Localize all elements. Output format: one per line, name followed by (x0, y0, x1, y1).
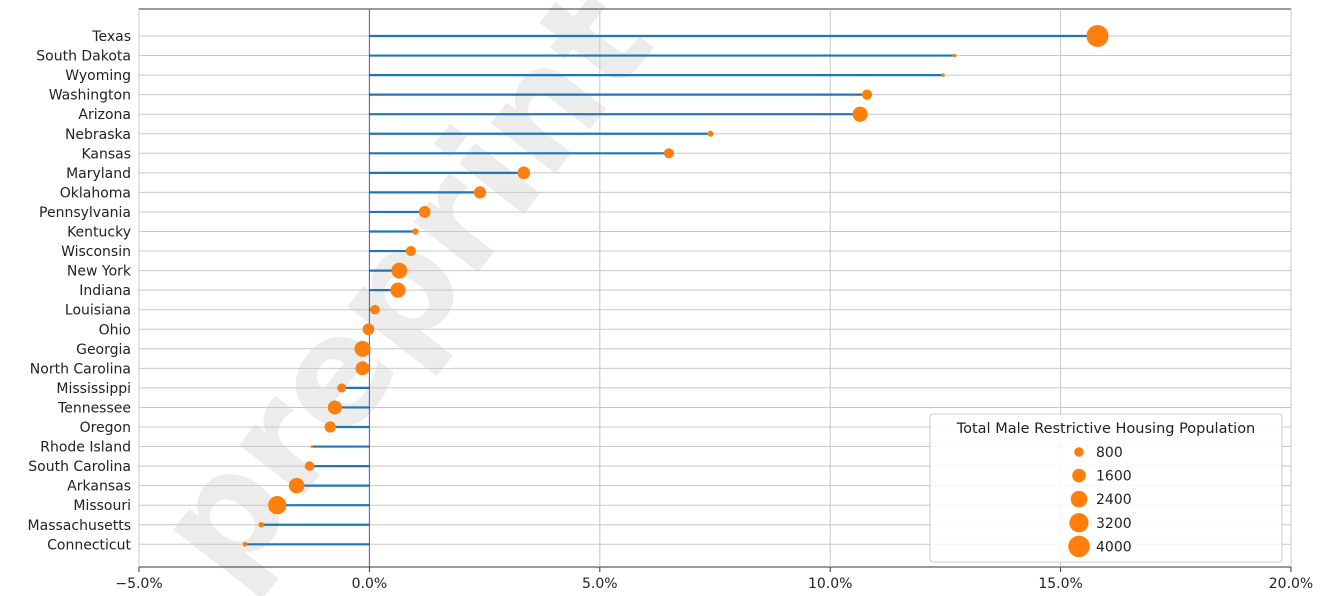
marker (258, 522, 264, 528)
marker (354, 340, 371, 357)
category-label: Wyoming (65, 68, 131, 84)
category-label: South Carolina (28, 459, 131, 475)
category-label: Mississippi (56, 381, 131, 397)
legend-label: 1600 (1096, 469, 1132, 485)
category-label: Georgia (76, 342, 131, 358)
marker (327, 400, 342, 415)
markers (242, 24, 1109, 547)
category-label: Kentucky (67, 225, 131, 241)
category-label: Maryland (66, 166, 131, 182)
marker (370, 304, 380, 315)
category-label: Texas (91, 29, 131, 45)
category-labels: Texas South Dakota Wyoming Washington Arizon… (28, 29, 132, 553)
legend-marker (1068, 535, 1090, 558)
marker (952, 53, 957, 58)
category-label: Massachusetts (28, 518, 131, 534)
category-label: Nebraska (65, 127, 131, 143)
category-label: Kansas (81, 146, 131, 162)
marker (405, 245, 416, 257)
marker (391, 262, 408, 279)
x-tick-label: 15.0% (1038, 576, 1082, 592)
marker (663, 148, 675, 159)
legend-marker (1070, 490, 1088, 508)
marker (324, 421, 336, 433)
legend: Total Male Restrictive Housing Populatio… (929, 413, 1283, 563)
category-label: Oklahoma (60, 185, 131, 201)
category-label: Rhode Island (40, 440, 131, 456)
marker (941, 73, 945, 77)
legend-box (929, 413, 1283, 563)
legend-label: 2400 (1096, 492, 1132, 508)
category-label: Arkansas (67, 479, 131, 495)
marker (337, 383, 347, 393)
marker (304, 461, 315, 471)
category-label: South Dakota (36, 49, 131, 65)
category-label: Connecticut (47, 537, 131, 553)
category-label: Washington (49, 88, 131, 104)
marker (707, 130, 714, 137)
marker (861, 89, 873, 100)
x-tick-labels: −5.0% 0.0% 5.0% 10.0% 15.0% 20.0% (115, 567, 1313, 592)
legend-label: 4000 (1096, 539, 1132, 555)
marker (517, 166, 531, 180)
category-label: New York (67, 264, 132, 280)
legend-marker (1074, 447, 1084, 457)
marker (362, 323, 375, 336)
category-label: Indiana (79, 283, 131, 299)
marker (390, 282, 406, 298)
category-label: Pennsylvania (39, 205, 131, 221)
x-tick-label: 20.0% (1269, 576, 1313, 592)
marker (242, 541, 248, 547)
marker (355, 361, 370, 376)
x-tick-label: 5.0% (582, 576, 618, 592)
marker (473, 186, 487, 199)
legend-title: Total Male Restrictive Housing Populatio… (956, 421, 1256, 437)
legend-marker (1072, 468, 1086, 483)
category-label: Tennessee (57, 400, 131, 416)
category-label: Missouri (73, 498, 131, 514)
category-label: Wisconsin (61, 244, 131, 260)
marker (852, 106, 868, 122)
marker (1086, 24, 1109, 48)
marker (418, 206, 431, 218)
x-tick-label: 10.0% (808, 576, 852, 592)
category-label: Ohio (99, 322, 131, 338)
x-tick-label: −5.0% (115, 576, 162, 592)
marker (412, 228, 419, 235)
legend-label: 800 (1096, 445, 1123, 461)
category-label: North Carolina (30, 361, 131, 377)
legend-marker (1069, 513, 1089, 533)
x-tick-label: 0.0% (352, 576, 388, 592)
stems (244, 34, 1098, 546)
category-label: Oregon (80, 420, 131, 436)
category-label: Louisiana (65, 303, 131, 319)
category-label: Arizona (78, 107, 131, 123)
marker (288, 477, 305, 494)
marker (268, 496, 287, 515)
legend-label: 3200 (1096, 516, 1132, 532)
marker (310, 445, 314, 448)
